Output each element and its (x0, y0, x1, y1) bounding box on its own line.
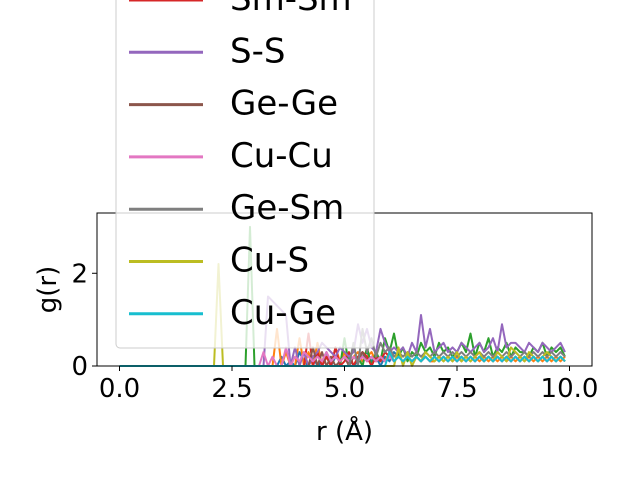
x-axis-label: r (Å) (316, 415, 373, 447)
x-axis: 0.0 2.5 5.0 7.5 10.0 (99, 366, 599, 404)
y-axis-label: g(r) (33, 266, 63, 313)
legend-label: Cu-S (230, 241, 309, 281)
legend-label: Cu-Cu (230, 136, 333, 176)
x-tick-label: 7.5 (436, 374, 477, 404)
legend-label: Ge-Sm (230, 188, 344, 228)
legend-label: Ge-Ge (230, 84, 338, 124)
legend-label: Cu-Ge (230, 293, 336, 333)
x-tick-label: 10.0 (541, 374, 599, 404)
x-tick-label: 0.0 (99, 374, 140, 404)
x-tick-label: 5.0 (324, 374, 365, 404)
legend-label: S-S (230, 31, 285, 71)
y-axis: 02 (71, 259, 97, 382)
y-tick-label: 2 (71, 259, 88, 289)
x-tick-label: 2.5 (211, 374, 252, 404)
legend-label: Sm-Sm (230, 0, 352, 19)
legend: Sm-Sm S-S Ge-Ge Cu-Cu Ge-Sm Cu-S Cu-Ge (115, 0, 375, 349)
y-tick-label: 0 (71, 352, 88, 382)
